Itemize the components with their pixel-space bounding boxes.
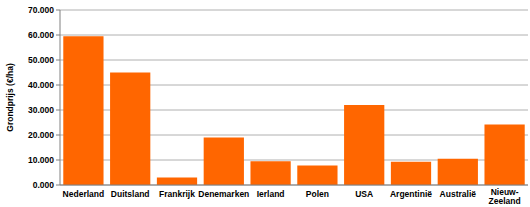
x-axis (60, 185, 528, 186)
tick-mark (56, 85, 60, 86)
tick-mark (56, 110, 60, 111)
chart-container: 0.000 10.000 20.000 30.000 40.000 50.000 60.00… (0, 0, 530, 207)
tick-label: 40.000 (28, 80, 54, 90)
bar (157, 178, 197, 186)
tick-mark (56, 10, 60, 11)
tick-mark (56, 60, 60, 61)
bar (344, 105, 384, 185)
tick-mark (56, 135, 60, 136)
category-label: Nieuw-Zeeland (489, 187, 521, 206)
category-label: Ierland (257, 189, 285, 199)
category-label: Polen (306, 189, 329, 199)
category-label: Duitsland (111, 189, 150, 199)
tick-label: 30.000 (28, 105, 54, 115)
category-label: Australië (440, 189, 477, 199)
y-axis-title: Grondprijs (€/ha) (5, 63, 15, 132)
category-label: Denemarken (198, 189, 249, 199)
tick-label: 60.000 (28, 30, 54, 40)
category-label: Argentinië (390, 189, 432, 199)
tick-label: 10.000 (28, 155, 54, 165)
tick-label: 0.000 (33, 180, 55, 190)
bar (438, 159, 478, 185)
tick-mark (56, 35, 60, 36)
bar (204, 138, 244, 186)
tick-label: 20.000 (28, 130, 54, 140)
y-axis (60, 10, 61, 185)
category-label: Frankrijk (159, 189, 195, 199)
chart-svg: 0.000 10.000 20.000 30.000 40.000 50.000 60.00… (0, 0, 530, 207)
bar (63, 36, 103, 185)
bar (297, 166, 337, 186)
bar (391, 162, 431, 185)
tick-mark (56, 160, 60, 161)
bar (250, 161, 290, 185)
grid-line (60, 35, 528, 36)
bars (63, 36, 524, 185)
grid-line (60, 185, 528, 186)
grid-line (60, 10, 528, 11)
category-label: USA (355, 189, 373, 199)
bar (484, 125, 524, 186)
tick-label: 50.000 (28, 55, 54, 65)
grid-line (60, 60, 528, 61)
category-label: Nederland (63, 189, 105, 199)
tick-mark (56, 185, 60, 186)
bar (110, 73, 150, 186)
tick-label: 70.000 (28, 5, 54, 15)
